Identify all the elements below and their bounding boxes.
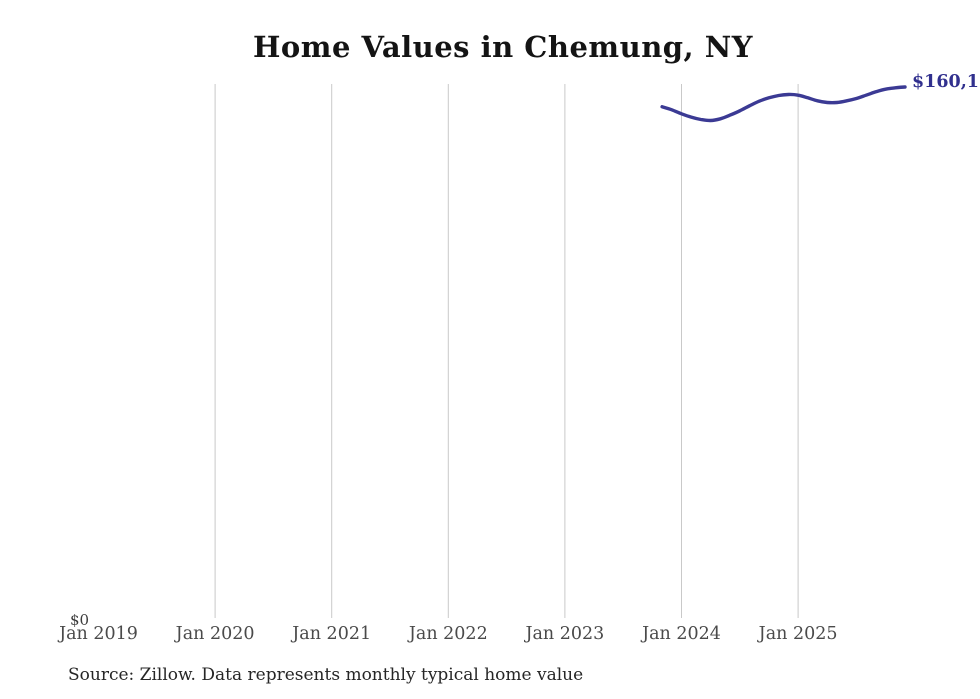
gridlines <box>214 84 799 618</box>
x-axis-tick-label: Jan 2024 <box>642 624 721 644</box>
x-axis-tick-label: Jan 2020 <box>175 624 255 644</box>
x-axis-tick-label: Jan 2023 <box>525 624 605 644</box>
chart-title: Home Values in Chemung, NY <box>253 30 753 64</box>
source-note: Source: Zillow. Data represents monthly … <box>68 665 584 685</box>
y-axis-zero-label: $0 <box>70 611 90 629</box>
x-axis-tick-label: Jan 2019 <box>59 624 138 644</box>
line-end-value-label: $160,155 <box>912 72 980 92</box>
home-values-line <box>660 85 907 123</box>
x-axis-tick-label: Jan 2025 <box>758 624 838 644</box>
x-axis-tick-label: Jan 2022 <box>408 624 488 644</box>
x-axis-tick-label: Jan 2021 <box>292 624 372 644</box>
